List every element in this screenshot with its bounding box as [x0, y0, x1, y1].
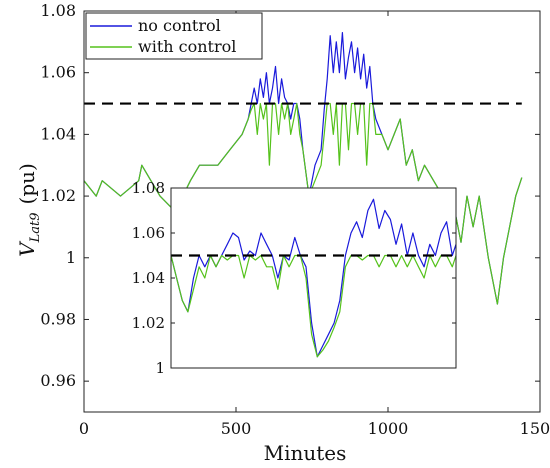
y-tick-label: 1.06: [40, 63, 76, 82]
plot-frame: [83, 10, 541, 413]
x-tick-label: 1000: [368, 419, 409, 438]
legend-label-no-control: no control: [138, 16, 221, 35]
inset-y-tick-label: 1.04: [132, 269, 165, 287]
inset-background: [171, 188, 456, 368]
y-tick-label: 1.08: [40, 1, 76, 20]
inset-y-tick-label: 1.08: [132, 179, 165, 197]
inset-plot: 1 1.02 1.04 1.06 1.08: [132, 179, 457, 377]
y-axis-label: VLat9 (pu): [15, 163, 43, 257]
x-tick-label: 500: [221, 419, 252, 438]
x-axis-label: Minutes: [264, 441, 347, 465]
inset-y-tick-label: 1.06: [132, 224, 165, 242]
legend: no control with control: [85, 12, 263, 60]
inset-y-tick-label: 1.02: [132, 314, 165, 332]
inset-series-line-with-control: [170, 254, 457, 358]
y-tick-label: 0.96: [40, 371, 76, 390]
y-tick-label: 1: [66, 248, 76, 267]
x-tick-label: 0: [79, 419, 89, 438]
y-tick-label: 1.04: [40, 124, 76, 143]
legend-label-with-control: with control: [138, 37, 236, 56]
inset-y-tick-label: 1: [155, 359, 165, 377]
y-axis-label-main: V: [15, 240, 39, 257]
y-axis-label-unit: (pu): [15, 163, 39, 204]
y-tick-label: 1.02: [40, 186, 76, 205]
y-axis-label-sub: Lat9: [28, 212, 43, 243]
y-tick-label: 0.98: [40, 309, 76, 328]
legend-box: [85, 12, 263, 60]
